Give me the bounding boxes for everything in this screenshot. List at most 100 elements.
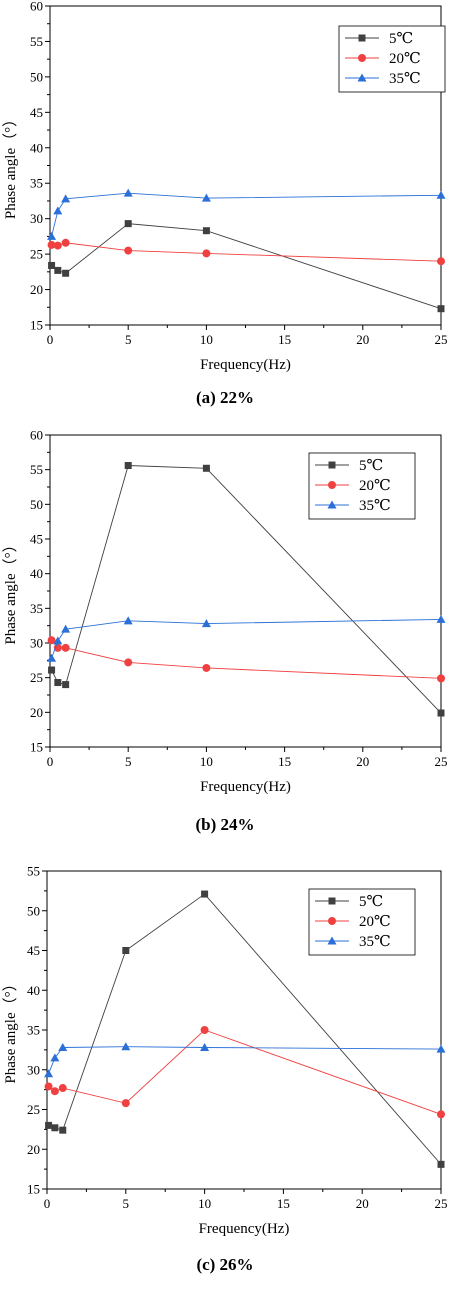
data-point [45, 1121, 53, 1129]
x-tick-label: 10 [198, 1196, 211, 1211]
figure-caption: (c) 26% [196, 1255, 253, 1274]
series-2 [47, 636, 445, 683]
chart-panel-3: 0 5 10 15 20 25 15 20 25 30 35 40 45 50 55 Frequency(Hz… [2, 864, 448, 1275]
x-tick-label: 25 [435, 754, 448, 769]
x-tick-label: 20 [356, 1196, 369, 1211]
legend-marker [327, 500, 337, 509]
series-line [51, 223, 442, 310]
y-tick-label: 55 [27, 864, 40, 879]
data-point [121, 1099, 130, 1108]
x-tick-label: 5 [123, 1196, 130, 1211]
y-axis-title: Phase angle（°） [2, 976, 19, 1083]
data-point [61, 238, 70, 247]
x-axis-title: Frequency(Hz) [199, 1221, 290, 1237]
legend-label: 5℃ [359, 458, 383, 474]
data-point [62, 681, 70, 689]
x-tick-label: 15 [278, 332, 291, 347]
data-point [202, 249, 211, 258]
x-tick-label: 20 [356, 754, 369, 769]
legend-marker [328, 481, 336, 489]
data-point [44, 1082, 53, 1091]
data-point [61, 194, 71, 203]
y-tick-label: 40 [27, 983, 40, 998]
series-line [51, 192, 442, 237]
x-axis-title: Frequency(Hz) [200, 357, 291, 373]
legend-marker [327, 936, 337, 945]
data-point [437, 257, 445, 266]
data-point [124, 462, 132, 470]
x-tick-label: 0 [47, 332, 54, 347]
y-tick-label: 30 [27, 1062, 40, 1077]
data-point [437, 709, 445, 717]
legend-label: 20℃ [359, 914, 391, 930]
data-point [202, 464, 210, 472]
data-point [61, 643, 70, 652]
data-point [47, 240, 56, 249]
x-axis-title: Frequency(Hz) [200, 779, 291, 795]
chart-panel-1: 0 5 10 15 20 25 15 20 25 30 35 40 45 50 55 60 Frequency(… [2, 0, 448, 407]
data-point [200, 1042, 210, 1051]
x-tick-label: 0 [44, 1196, 51, 1211]
data-point [202, 227, 210, 235]
data-point [201, 890, 209, 898]
data-point [50, 1053, 60, 1062]
x-tick-label: 5 [125, 754, 132, 769]
data-point [59, 1126, 67, 1134]
data-point [437, 1160, 445, 1168]
data-point [50, 1087, 59, 1096]
y-tick-label: 35 [30, 176, 43, 191]
data-point [436, 1044, 446, 1053]
y-tick-label: 40 [30, 566, 43, 581]
series-1 [48, 220, 445, 313]
legend-label: 20℃ [359, 478, 391, 494]
data-point [53, 636, 63, 645]
data-point [44, 1069, 54, 1078]
series-line [48, 1029, 442, 1115]
data-point [54, 679, 62, 687]
data-point [437, 1110, 445, 1119]
data-point [122, 947, 130, 954]
y-tick-label: 30 [30, 211, 43, 226]
y-tick-label: 35 [27, 1023, 40, 1038]
legend-marker [358, 34, 366, 42]
legend: 5℃ 20℃ 35℃ [338, 25, 446, 93]
series-2 [47, 238, 445, 266]
y-tick-label: 15 [30, 318, 43, 333]
data-point [201, 619, 211, 628]
x-tick-label: 15 [278, 754, 291, 769]
series-3 [47, 614, 446, 662]
data-point [437, 305, 445, 313]
legend-label: 5℃ [389, 31, 413, 47]
data-point [200, 1026, 209, 1034]
y-tick-label: 45 [27, 943, 40, 958]
series-1 [48, 462, 445, 717]
data-point [53, 241, 62, 250]
y-tick-label: 50 [27, 903, 40, 918]
y-tick-label: 40 [30, 140, 43, 155]
data-point [53, 206, 63, 215]
data-point [124, 658, 133, 667]
legend-box [308, 888, 416, 956]
data-point [124, 220, 132, 228]
legend-marker [328, 461, 336, 469]
data-point [436, 614, 446, 623]
y-tick-label: 50 [30, 497, 43, 512]
series-line [51, 639, 442, 679]
y-tick-label: 30 [30, 636, 43, 651]
data-point [121, 1042, 131, 1051]
legend-marker [328, 897, 336, 905]
data-point [62, 269, 70, 277]
series-3 [44, 1042, 446, 1078]
figure-caption: (a) 22% [196, 388, 254, 407]
y-tick-label: 60 [30, 0, 43, 14]
data-point [124, 246, 133, 255]
data-point [58, 1042, 68, 1051]
x-tick-label: 25 [435, 1196, 448, 1211]
legend-label: 35℃ [359, 498, 391, 514]
legend-label: 5℃ [359, 894, 383, 910]
y-tick-label: 20 [30, 705, 43, 720]
y-tick-label: 20 [30, 282, 43, 297]
y-tick-label: 45 [30, 105, 43, 120]
chart-panel-2: 0 5 10 15 20 25 15 20 25 30 35 40 45 50 55 60 Frequency(… [2, 428, 448, 835]
